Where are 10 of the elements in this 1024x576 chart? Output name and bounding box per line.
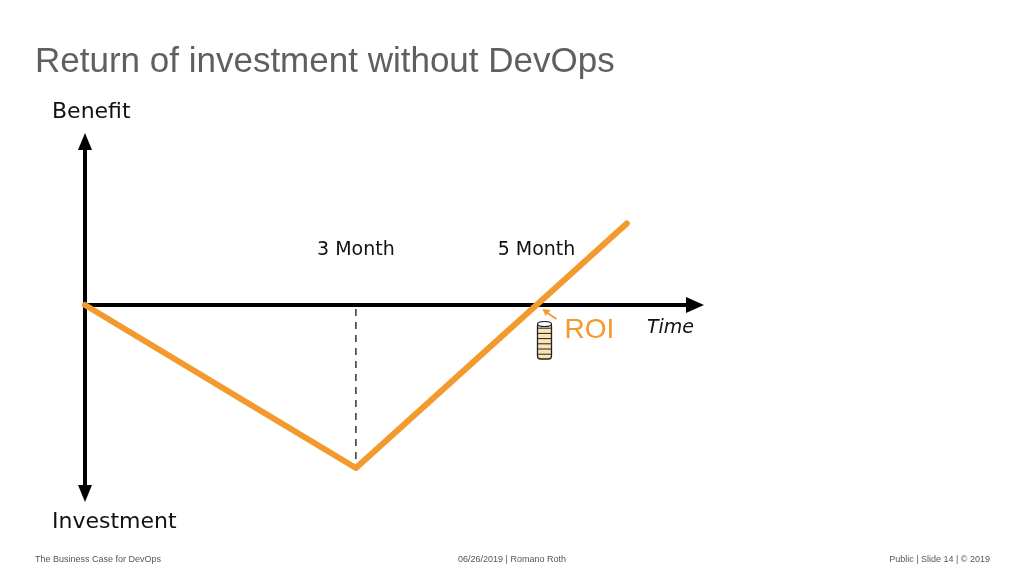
text: The Business Case for DevOps <box>35 554 162 564</box>
x-tick-label: 5 Month <box>497 237 576 259</box>
x-axis-title: Time <box>646 315 694 337</box>
annotation: ROI <box>564 313 615 344</box>
text: Investment <box>52 508 177 533</box>
chart-title: Return of investment without DevOps <box>35 40 615 79</box>
x-tick-label: 3 Month <box>317 237 395 259</box>
text: 06/26/2019 | Romano Roth <box>458 554 566 564</box>
text: Public | Slide 14 | © 2019 <box>889 554 990 564</box>
y-axis-title: Benefit <box>52 98 131 123</box>
